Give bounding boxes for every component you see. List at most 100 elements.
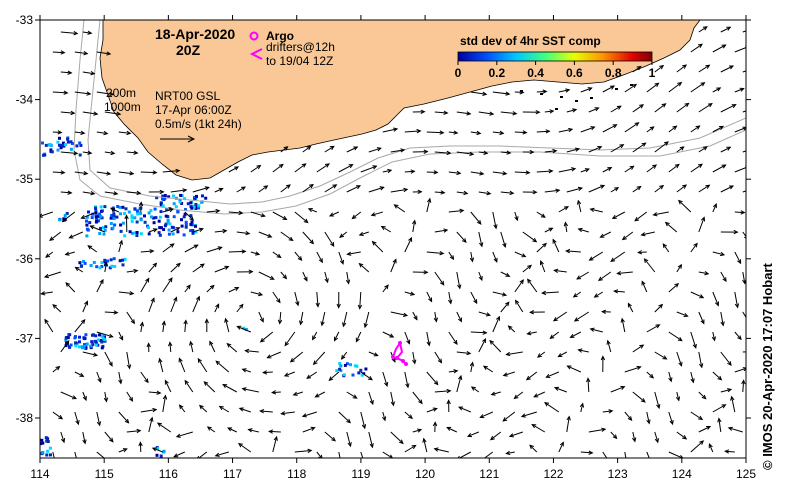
- sst-pixel: [46, 449, 50, 453]
- x-tick-label: 123: [608, 467, 628, 481]
- sst-pixel: [139, 232, 143, 236]
- current-arrow: [742, 30, 746, 33]
- sst-pixel: [90, 216, 94, 220]
- current-arrow: [593, 291, 604, 298]
- current-arrow: [734, 367, 746, 373]
- current-arrow: [60, 70, 73, 75]
- sst-pixel: [92, 261, 96, 264]
- sst-pixel: [186, 202, 190, 206]
- sst-pixel: [98, 212, 102, 216]
- current-arrow: [126, 268, 139, 274]
- sst-pixel: [189, 222, 193, 226]
- sst-pixel: [156, 447, 160, 451]
- current-arrow: [250, 164, 262, 173]
- current-arrow: [247, 428, 259, 433]
- sst-pixel: [349, 363, 352, 367]
- credit-text: © IMOS 20-Apr-2020 17:07 Hobart: [760, 263, 775, 470]
- drifters-legend-line1: drifters@12h: [266, 40, 335, 54]
- current-arrow: [259, 409, 273, 414]
- current-arrow: [339, 231, 348, 239]
- current-arrow: [698, 391, 707, 400]
- sst-pixel: [70, 142, 74, 145]
- current-arrow: [306, 371, 318, 379]
- current-arrow: [572, 291, 582, 298]
- current-arrow: [250, 251, 261, 256]
- sst-pixel: [359, 368, 363, 372]
- current-arrow: [52, 365, 61, 373]
- sst-pixel: [104, 263, 107, 267]
- current-arrow: [104, 351, 113, 367]
- sst-pixel: [189, 214, 193, 218]
- current-arrow: [44, 318, 54, 333]
- current-arrow: [492, 91, 511, 96]
- current-arrow: [624, 165, 635, 173]
- current-arrow: [470, 171, 485, 176]
- current-arrow: [238, 407, 251, 413]
- sst-pixel: [154, 216, 158, 220]
- sst-pixel: [68, 345, 72, 349]
- y-tick-label: -33: [16, 13, 34, 27]
- current-arrow: [720, 26, 732, 33]
- sst-pixel: [183, 212, 187, 216]
- current-arrow: [184, 379, 194, 393]
- current-arrow: [346, 251, 361, 256]
- current-arrow: [522, 264, 532, 273]
- sst-pixel: [157, 231, 161, 235]
- current-arrow: [412, 351, 417, 365]
- current-arrow: [734, 165, 746, 173]
- x-tick-label: 120: [415, 467, 435, 481]
- current-arrow: [371, 240, 384, 253]
- current-arrow: [68, 231, 83, 239]
- sst-pixel: [94, 341, 98, 345]
- sst-pixel: [123, 212, 126, 215]
- sst-pixel: [127, 210, 131, 214]
- current-arrow: [632, 104, 645, 113]
- current-arrow: [214, 451, 229, 457]
- current-arrow: [531, 424, 546, 433]
- current-arrow: [536, 211, 546, 218]
- current-arrow: [340, 351, 348, 360]
- current-arrow: [668, 282, 680, 293]
- current-arrow: [502, 411, 516, 422]
- current-arrow: [734, 291, 740, 309]
- current-arrow: [632, 431, 637, 443]
- sst-pixel: [119, 212, 122, 216]
- current-arrow: [139, 321, 145, 333]
- current-arrow: [272, 163, 284, 173]
- current-arrow: [668, 163, 680, 173]
- current-arrow: [690, 163, 703, 173]
- current-arrow: [632, 142, 647, 153]
- current-arrow: [553, 386, 567, 393]
- current-arrow: [52, 170, 66, 175]
- sst-pixel: [180, 218, 183, 222]
- current-arrow: [558, 206, 570, 213]
- sst-pixel: [79, 143, 83, 147]
- sst-pixel: [95, 265, 99, 269]
- current-arrow: [118, 291, 135, 296]
- current-arrow: [368, 186, 385, 193]
- current-arrow: [126, 311, 136, 325]
- current-arrow: [146, 342, 151, 353]
- current-arrow: [52, 451, 55, 458]
- current-arrow: [96, 130, 109, 136]
- current-arrow: [104, 150, 116, 156]
- current-arrow: [96, 331, 114, 338]
- current-arrow: [338, 451, 343, 458]
- current-arrow: [563, 221, 569, 233]
- sst-pixel: [158, 226, 162, 230]
- argo-legend-label: Argo: [266, 29, 294, 43]
- sst-pixel: [45, 439, 49, 443]
- current-arrow: [558, 88, 571, 93]
- x-tick-label: 118: [287, 467, 306, 481]
- current-arrow: [646, 371, 655, 379]
- current-arrow: [624, 411, 633, 421]
- current-arrow: [676, 311, 689, 317]
- sst-pixel: [147, 226, 150, 230]
- current-arrow: [302, 271, 308, 282]
- sst-pixel: [58, 136, 61, 140]
- sst-pixel: [135, 231, 139, 234]
- current-arrow: [393, 204, 406, 213]
- sst-pixel: [116, 205, 120, 208]
- current-arrow: [346, 185, 362, 193]
- sst-pixel: [46, 440, 50, 443]
